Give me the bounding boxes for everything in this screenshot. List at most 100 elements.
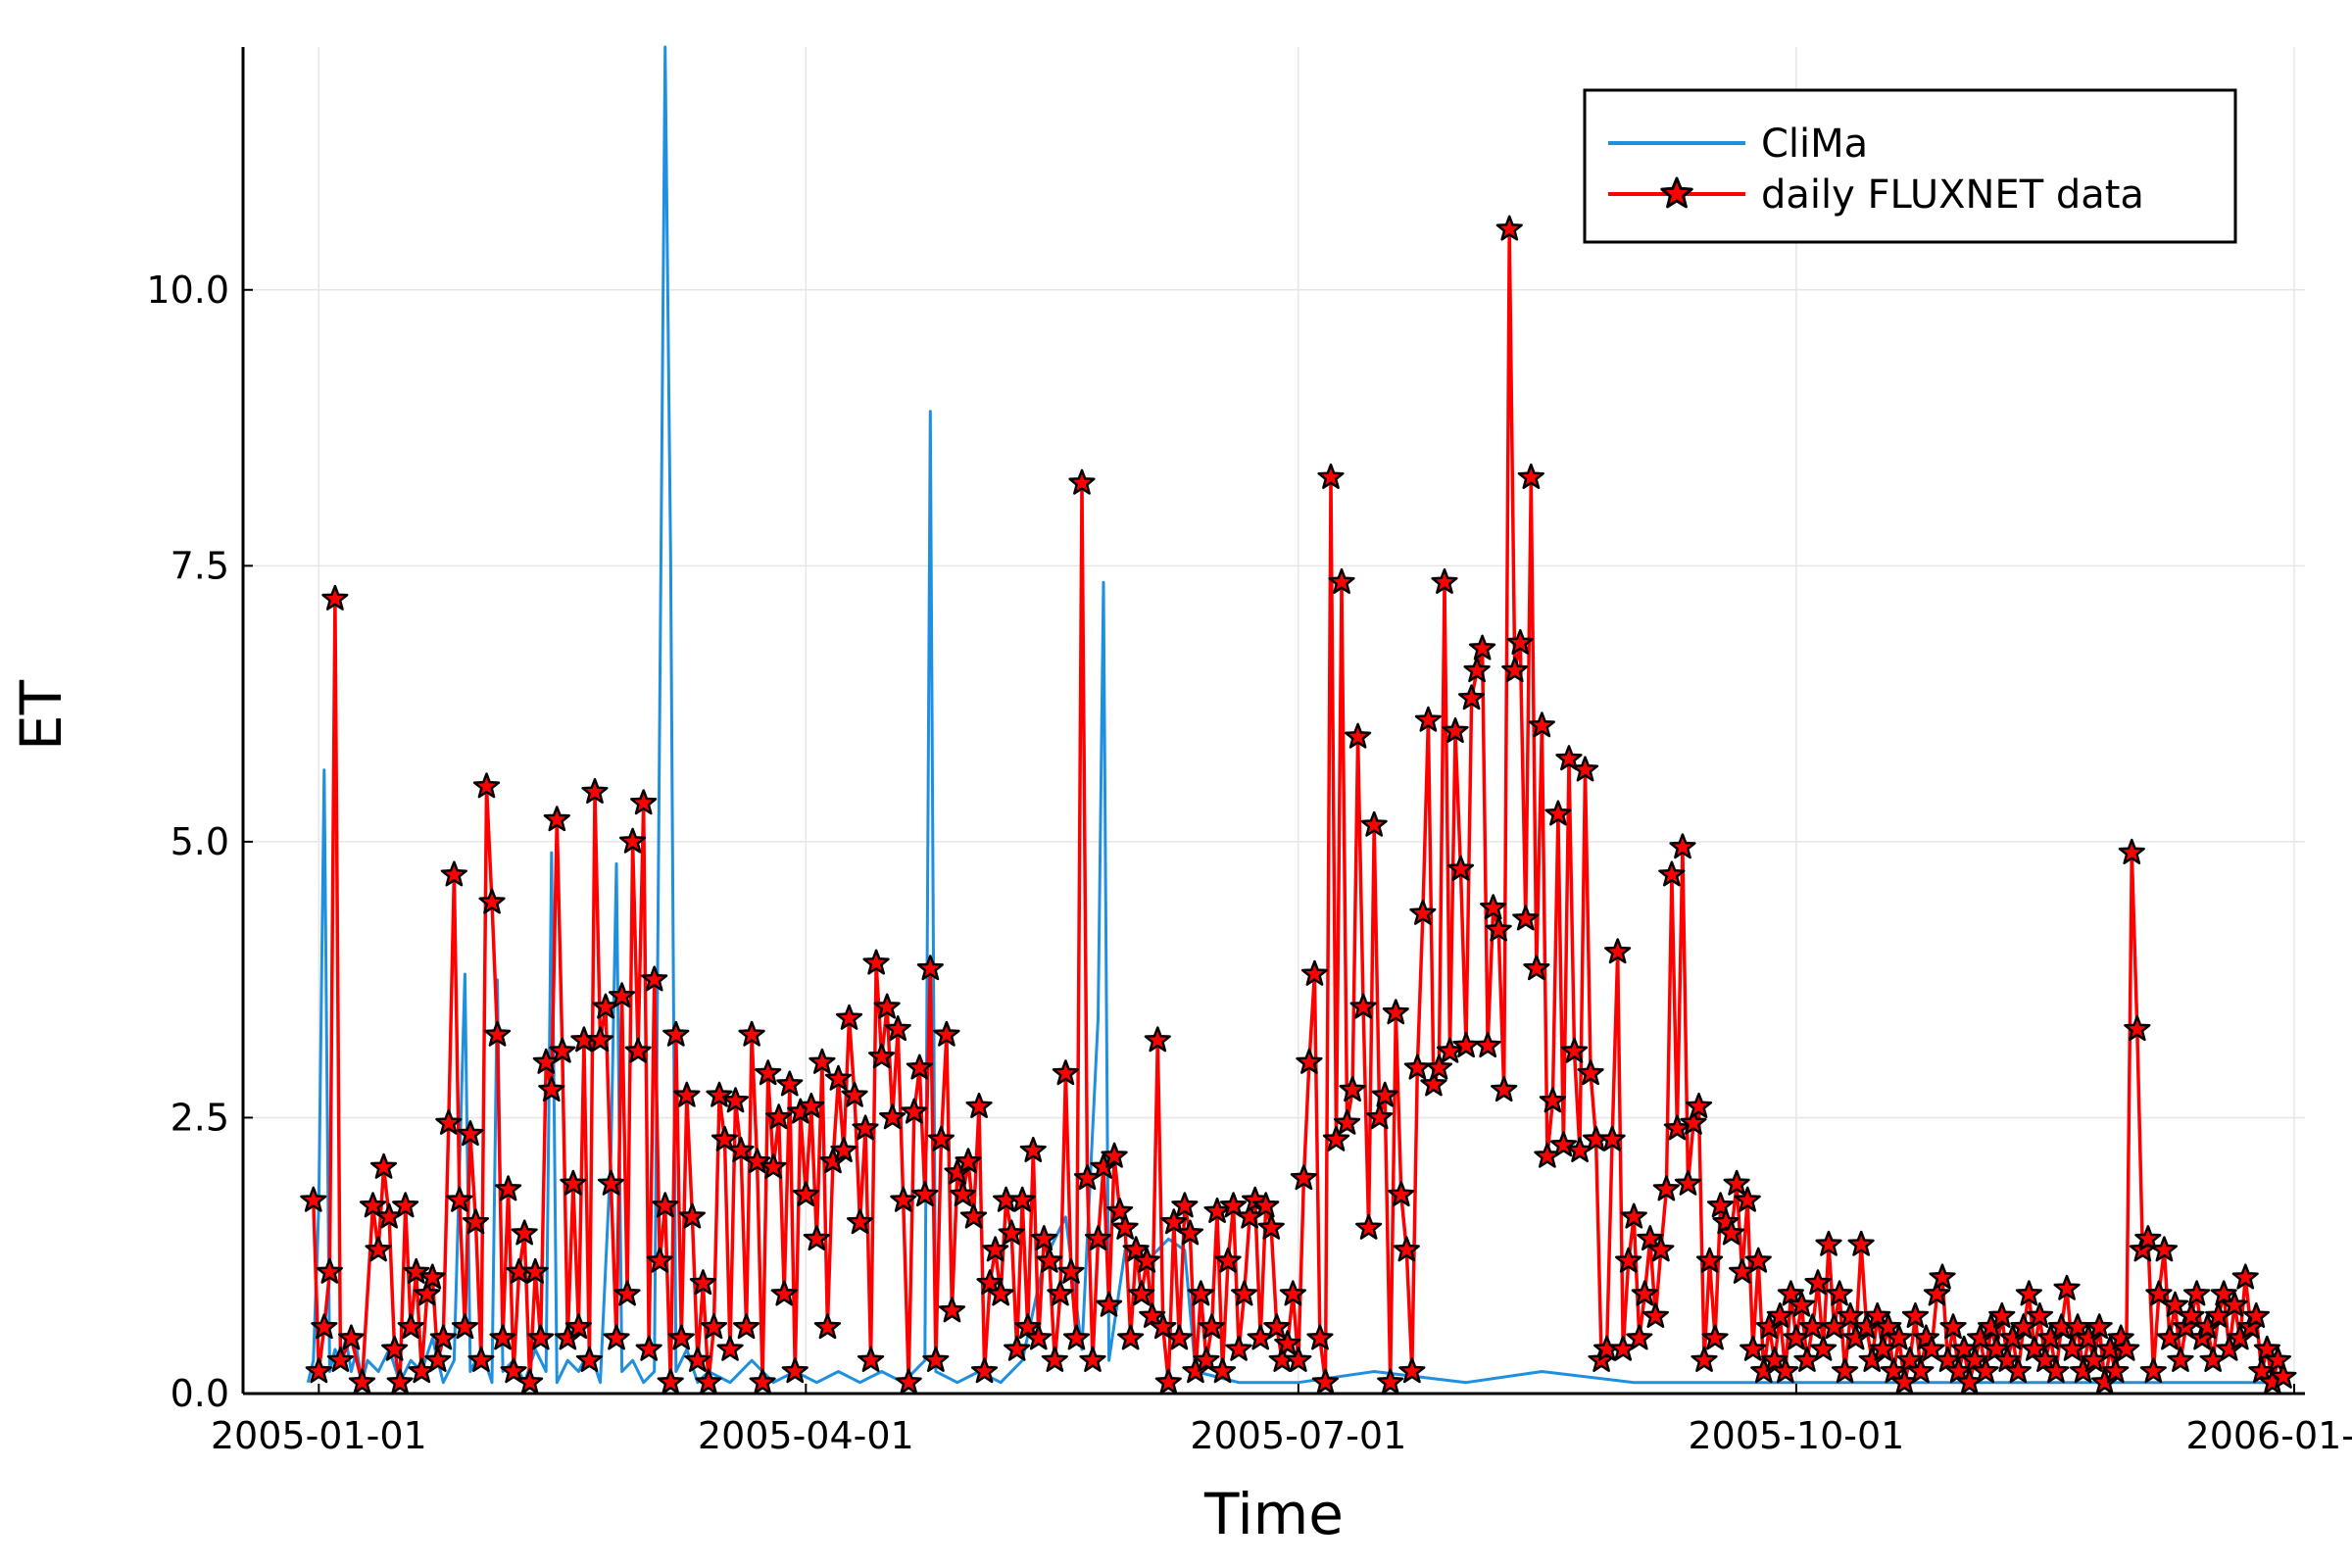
data-point-star — [1366, 1103, 1394, 1130]
data-point-star — [1047, 1280, 1074, 1306]
data-point-star — [1501, 657, 1529, 683]
data-point-star — [581, 777, 609, 804]
data-point-star — [835, 1004, 863, 1030]
data-point-star — [906, 1054, 933, 1080]
data-point-star — [1695, 1247, 1724, 1273]
data-point-star — [1388, 1181, 1415, 1207]
data-point-star — [1355, 1213, 1383, 1240]
y-tick-label: 0.0 — [171, 1372, 229, 1415]
data-point-star — [1939, 1313, 1967, 1340]
data-point-star — [2042, 1357, 2070, 1384]
data-point-star — [1349, 993, 1377, 1019]
data-point-star — [1690, 1346, 1718, 1372]
data-point-star — [1706, 1192, 1735, 1218]
data-point-star — [1409, 899, 1437, 925]
data-point-star — [1831, 1357, 1859, 1384]
data-point-star — [1382, 999, 1409, 1025]
data-point-star — [1176, 1219, 1204, 1246]
data-point-star — [857, 1346, 885, 1372]
data-point-star — [2004, 1357, 2032, 1384]
data-point-star — [2231, 1263, 2259, 1290]
data-point-star — [1198, 1313, 1226, 1340]
legend-box — [1583, 88, 2237, 244]
data-point-star — [706, 1081, 733, 1107]
data-point-star — [1523, 955, 1550, 981]
data-point-star — [1637, 1225, 1664, 1251]
data-point-star — [1875, 1313, 1902, 1340]
data-point-star — [359, 1192, 387, 1218]
data-point-star — [1674, 1169, 1702, 1196]
data-point-star — [716, 1335, 744, 1361]
data-point-star — [472, 772, 501, 799]
data-point-star — [451, 1313, 479, 1340]
data-point-star — [1252, 1192, 1280, 1218]
data-point-star — [652, 1192, 679, 1218]
data-point-star — [613, 1280, 641, 1306]
data-point-star — [1377, 1368, 1404, 1395]
y-axis-title: ET — [8, 679, 74, 751]
data-point-star — [1864, 1301, 1891, 1328]
data-point-star — [311, 1313, 338, 1340]
data-point-star — [424, 1346, 452, 1372]
data-point-star — [603, 1324, 630, 1350]
data-point-star — [1598, 1125, 1626, 1152]
data-point-star — [1279, 1280, 1306, 1306]
data-point-star — [1896, 1346, 1924, 1372]
data-point-star — [1474, 1031, 1501, 1058]
data-point-star — [1414, 706, 1442, 732]
data-point-star — [1084, 1225, 1112, 1251]
data-point-star — [1344, 722, 1372, 749]
data-point-star — [765, 1103, 793, 1130]
data-point-star — [1626, 1324, 1653, 1350]
data-point-star — [478, 888, 506, 914]
data-point-star — [2124, 1015, 2151, 1042]
data-point-star — [321, 584, 349, 611]
data-point-star — [369, 1152, 398, 1179]
data-point-star — [1257, 1213, 1285, 1240]
data-point-star — [2182, 1280, 2211, 1306]
data-point-star — [1133, 1247, 1160, 1273]
data-point-star — [494, 1175, 522, 1201]
data-point-star — [1658, 860, 1686, 887]
data-point-star — [564, 1313, 592, 1340]
data-point-star — [1371, 1081, 1398, 1107]
data-point-star — [1491, 1076, 1518, 1102]
data-point-star — [1111, 1213, 1139, 1240]
data-point-star — [1923, 1280, 1951, 1306]
data-point-star — [1165, 1324, 1193, 1350]
legend: CliMa daily FLUXNET data — [1583, 88, 2237, 244]
data-point-star — [662, 1020, 690, 1047]
data-point-star — [808, 1048, 836, 1074]
data-point-star — [1485, 915, 1512, 942]
data-point-star — [1669, 833, 1696, 859]
data-point-star — [1322, 1125, 1350, 1152]
data-point-star — [1187, 1280, 1215, 1306]
data-point-star — [938, 1297, 966, 1323]
data-point-star — [1442, 717, 1469, 744]
data-point-star — [527, 1324, 555, 1350]
series-layer — [300, 45, 2297, 1395]
data-point-star — [1446, 855, 1475, 881]
data-point-star — [1128, 1280, 1155, 1306]
data-point-star — [2145, 1280, 2173, 1306]
data-point-star — [386, 1368, 414, 1395]
data-point-star — [1560, 1037, 1589, 1063]
data-point-star — [2270, 1362, 2297, 1389]
data-point-star — [1468, 634, 1496, 661]
data-point-star — [483, 1020, 512, 1047]
data-point-star — [2161, 1291, 2189, 1317]
data-point-star — [1463, 657, 1491, 683]
data-point-star — [1030, 1225, 1057, 1251]
data-point-star — [1290, 1164, 1317, 1191]
data-point-star — [776, 1070, 804, 1097]
data-point-star — [998, 1219, 1025, 1246]
data-point-star — [2264, 1346, 2292, 1372]
data-point-star — [1214, 1247, 1242, 1273]
y-tick-label: 2.5 — [171, 1096, 229, 1139]
data-point-star — [1300, 959, 1329, 986]
data-point-star — [575, 1346, 604, 1372]
data-point-star — [1333, 1108, 1361, 1135]
data-point-star — [955, 1148, 982, 1174]
data-point-star — [1117, 1324, 1145, 1350]
data-point-star — [397, 1313, 424, 1340]
